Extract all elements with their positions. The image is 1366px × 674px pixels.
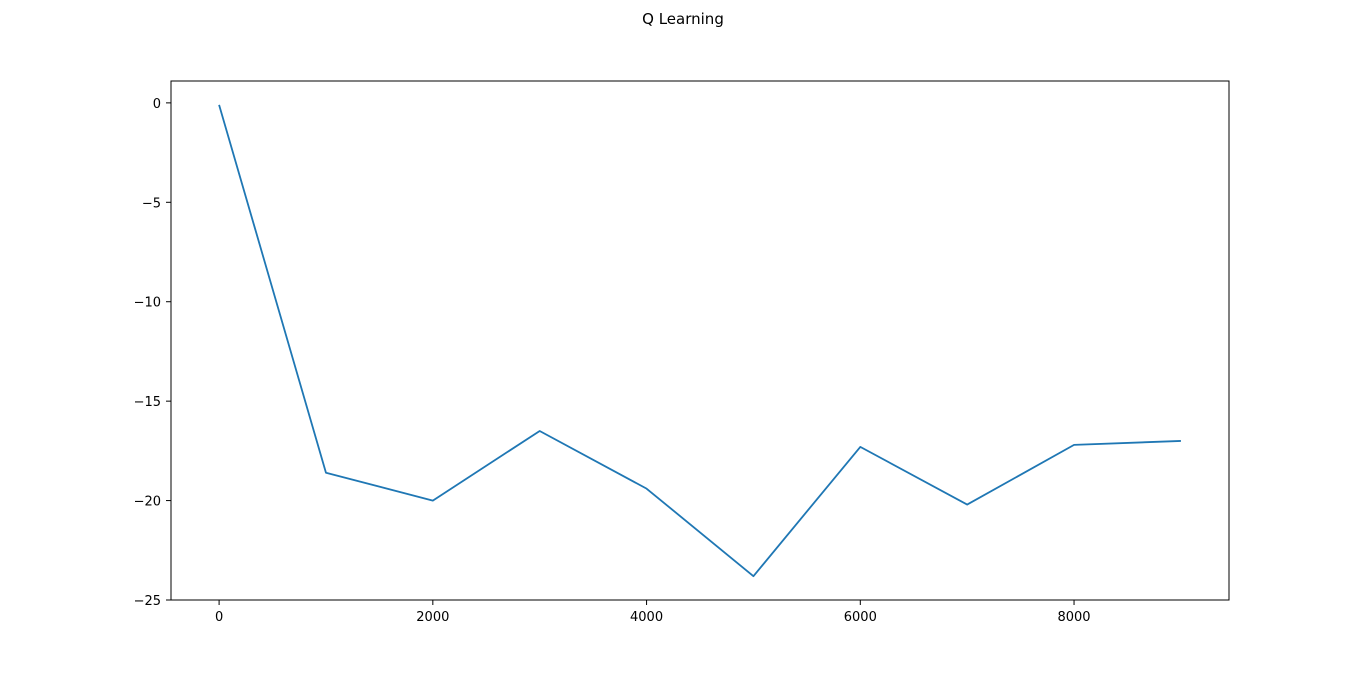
y-tick-label: 0 (153, 97, 161, 112)
x-axis: 0 2000 4000 6000 8000 (215, 600, 1091, 625)
y-tick-label: −20 (134, 495, 161, 510)
series-layer (218, 104, 1181, 578)
series-line-0 (218, 104, 1181, 578)
plot-area (171, 81, 1229, 600)
x-tick-label: 4000 (630, 610, 663, 625)
x-tick-label: 2000 (416, 610, 449, 625)
chart-title: Q Learning (642, 10, 724, 28)
y-tick-label: −10 (134, 296, 161, 311)
y-tick-label: −15 (134, 395, 161, 410)
y-axis: 0 −5 −10 −15 −20 −25 (134, 97, 171, 609)
x-tick-label: 8000 (1057, 610, 1090, 625)
plot-frame (170, 80, 1230, 601)
x-tick-label: 0 (215, 610, 223, 625)
x-tick-label: 6000 (844, 610, 877, 625)
y-tick-label: −5 (142, 196, 161, 211)
y-tick-label: −25 (134, 594, 161, 609)
